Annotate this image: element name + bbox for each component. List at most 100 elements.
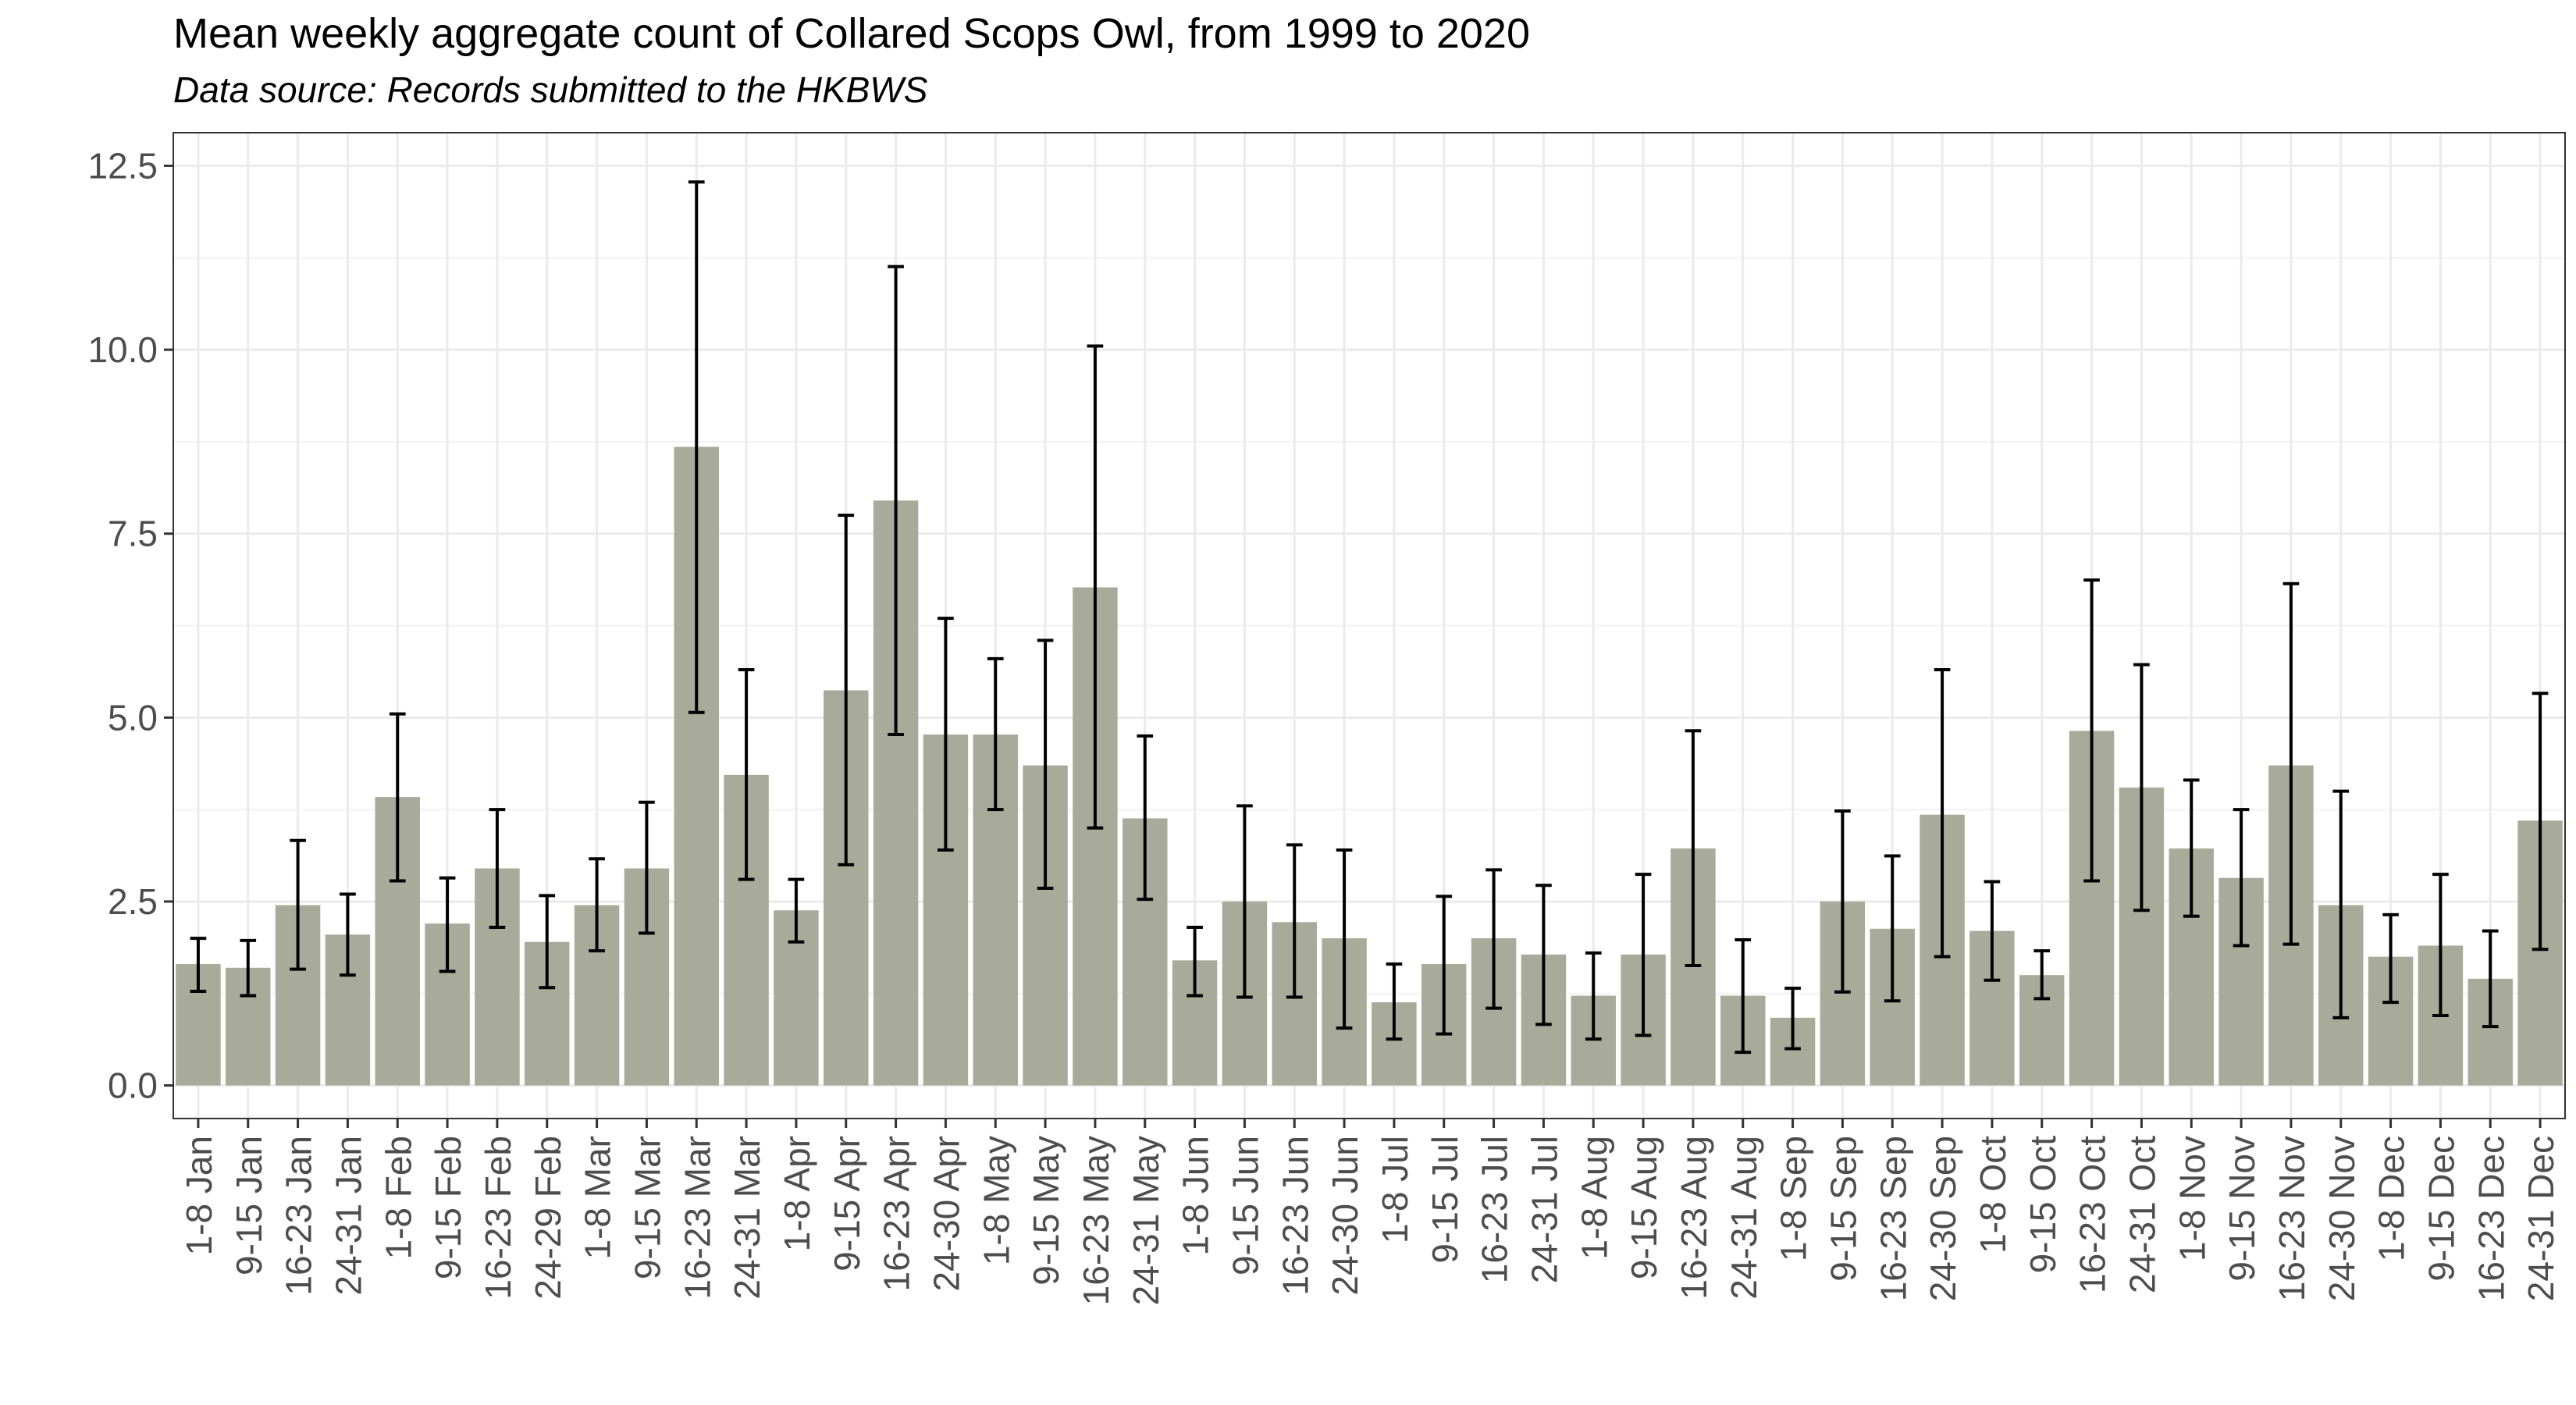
x-tick-label: 16-23 Dec — [2471, 1136, 2511, 1301]
x-tick-label: 9-15 May — [1026, 1136, 1066, 1286]
error-bar — [2482, 929, 2499, 1029]
error-bar — [1187, 925, 1203, 998]
x-tick-label: 1-8 Jan — [179, 1136, 219, 1255]
error-bar — [2083, 578, 2100, 883]
error-bar — [938, 617, 954, 852]
x-tick-label: 9-15 Aug — [1624, 1136, 1664, 1279]
error-bar — [2133, 663, 2150, 912]
x-tick-label: 24-31 Jul — [1524, 1136, 1564, 1283]
error-bar — [1386, 962, 1403, 1041]
error-bar — [2332, 789, 2350, 1019]
chart-subtitle: Data source: Records submitted to the HK… — [173, 69, 928, 110]
error-bar — [1735, 937, 1752, 1055]
error-bar — [1336, 848, 1353, 1030]
error-bar — [987, 656, 1004, 812]
error-bar — [1884, 854, 1901, 1003]
x-tick-label: 1-8 Jul — [1375, 1136, 1415, 1243]
x-tick-label: 9-15 Dec — [2421, 1136, 2461, 1282]
error-bar — [2233, 808, 2250, 948]
x-tick-label: 24-31 Oct — [2122, 1136, 2162, 1293]
x-tick-label: 24-30 Jun — [1325, 1136, 1365, 1296]
error-bar — [589, 857, 605, 953]
x-tick-label: 24-31 Mar — [727, 1136, 767, 1300]
error-bar — [539, 894, 556, 990]
x-tick-label: 9-15 Nov — [2222, 1136, 2262, 1282]
x-tick-label: 9-15 Mar — [627, 1136, 667, 1279]
y-tick-label: 2.5 — [108, 881, 158, 922]
x-tick-label: 9-15 Apr — [827, 1136, 867, 1272]
x-tick-label: 24-30 Apr — [926, 1136, 966, 1291]
x-tick-label: 16-23 Nov — [2272, 1136, 2312, 1301]
x-tick-label: 9-15 Jul — [1425, 1136, 1465, 1264]
x-tick-label: 1-8 Feb — [378, 1136, 418, 1260]
x-tick-label: 9-15 Jan — [229, 1136, 269, 1275]
error-bar — [1485, 868, 1502, 1010]
error-bar — [489, 808, 506, 929]
error-bar — [1286, 843, 1303, 999]
x-tick-label: 9-15 Jun — [1225, 1136, 1265, 1275]
chart-title: Mean weekly aggregate count of Collared … — [173, 10, 1530, 57]
y-tick-label: 12.5 — [87, 145, 158, 186]
x-tick-label: 1-8 May — [976, 1136, 1016, 1265]
error-bar — [2382, 912, 2399, 1005]
x-tick-label: 16-23 Aug — [1674, 1136, 1714, 1300]
plot-panel-border — [173, 132, 2566, 1119]
error-bar — [639, 800, 655, 935]
x-tick-label: 16-23 Jul — [1475, 1136, 1515, 1283]
x-tick-label: 1-8 Apr — [777, 1136, 817, 1251]
x-tick-label: 24-31 Dec — [2521, 1136, 2561, 1301]
error-bar — [340, 892, 356, 977]
error-bar — [290, 838, 306, 971]
x-tick-label: 24-30 Sep — [1923, 1136, 1963, 1301]
error-bar — [2183, 778, 2200, 918]
error-bar — [1984, 880, 2001, 982]
x-tick-label: 1-8 Nov — [2172, 1136, 2212, 1261]
x-tick-label: 9-15 Feb — [428, 1136, 468, 1279]
x-tick-label: 16-23 Jun — [1275, 1136, 1315, 1296]
error-bar — [1087, 344, 1104, 830]
error-bar — [1784, 987, 1801, 1051]
x-tick-label: 24-31 May — [1126, 1136, 1166, 1305]
error-bar — [1037, 638, 1054, 890]
y-tick-label: 10.0 — [87, 329, 158, 370]
error-bar — [1934, 668, 1951, 959]
error-bar — [1535, 884, 1552, 1026]
error-bar — [1834, 809, 1851, 994]
y-axis: 0.0 2.5 5.0 7.5 10.0 12.5 — [87, 145, 173, 1106]
y-tick-label: 7.5 — [108, 514, 158, 554]
x-tick-label: 9-15 Sep — [1823, 1136, 1863, 1282]
error-bar — [1436, 895, 1453, 1036]
error-bar — [439, 876, 456, 973]
x-tick-label: 24-31 Jan — [328, 1136, 368, 1296]
error-bar — [688, 180, 705, 714]
error-bar — [738, 668, 755, 881]
x-tick-label: 24-30 Nov — [2322, 1136, 2362, 1301]
error-bar — [1685, 729, 1702, 967]
error-bar — [2532, 692, 2549, 951]
x-tick-label: 1-8 Oct — [1973, 1136, 2013, 1254]
x-tick-label: 24-31 Aug — [1724, 1136, 1764, 1300]
x-tick-label: 16-23 Sep — [1873, 1136, 1913, 1301]
x-tick-label: 1-8 Mar — [578, 1136, 618, 1259]
x-axis: 1-8 Jan 9-15 Jan 16-23 Jan 24-31 Jan 1-8 Feb… — [179, 1119, 2561, 1305]
y-tick-label: 0.0 — [108, 1065, 158, 1106]
error-bar — [190, 937, 207, 993]
x-tick-label: 1-8 Aug — [1574, 1136, 1614, 1260]
x-tick-label: 16-23 Feb — [478, 1136, 518, 1300]
error-bar — [2282, 582, 2300, 946]
error-bar — [1585, 951, 1602, 1041]
x-tick-label: 1-8 Dec — [2371, 1136, 2412, 1261]
error-bar — [240, 938, 257, 998]
x-tick-label: 16-23 Mar — [677, 1136, 717, 1300]
x-tick-label: 9-15 Oct — [2023, 1136, 2063, 1274]
x-tick-label: 16-23 May — [1076, 1136, 1116, 1305]
error-bar — [838, 514, 855, 866]
x-tick-label: 1-8 Sep — [1774, 1136, 1814, 1261]
error-bar — [389, 712, 406, 883]
error-bar — [2033, 949, 2051, 1001]
x-tick-label: 16-23 Apr — [877, 1136, 917, 1291]
error-bar — [1236, 804, 1253, 999]
error-bar — [888, 265, 904, 736]
x-tick-label: 1-8 Jun — [1176, 1136, 1216, 1255]
error-bar — [2432, 873, 2449, 1018]
